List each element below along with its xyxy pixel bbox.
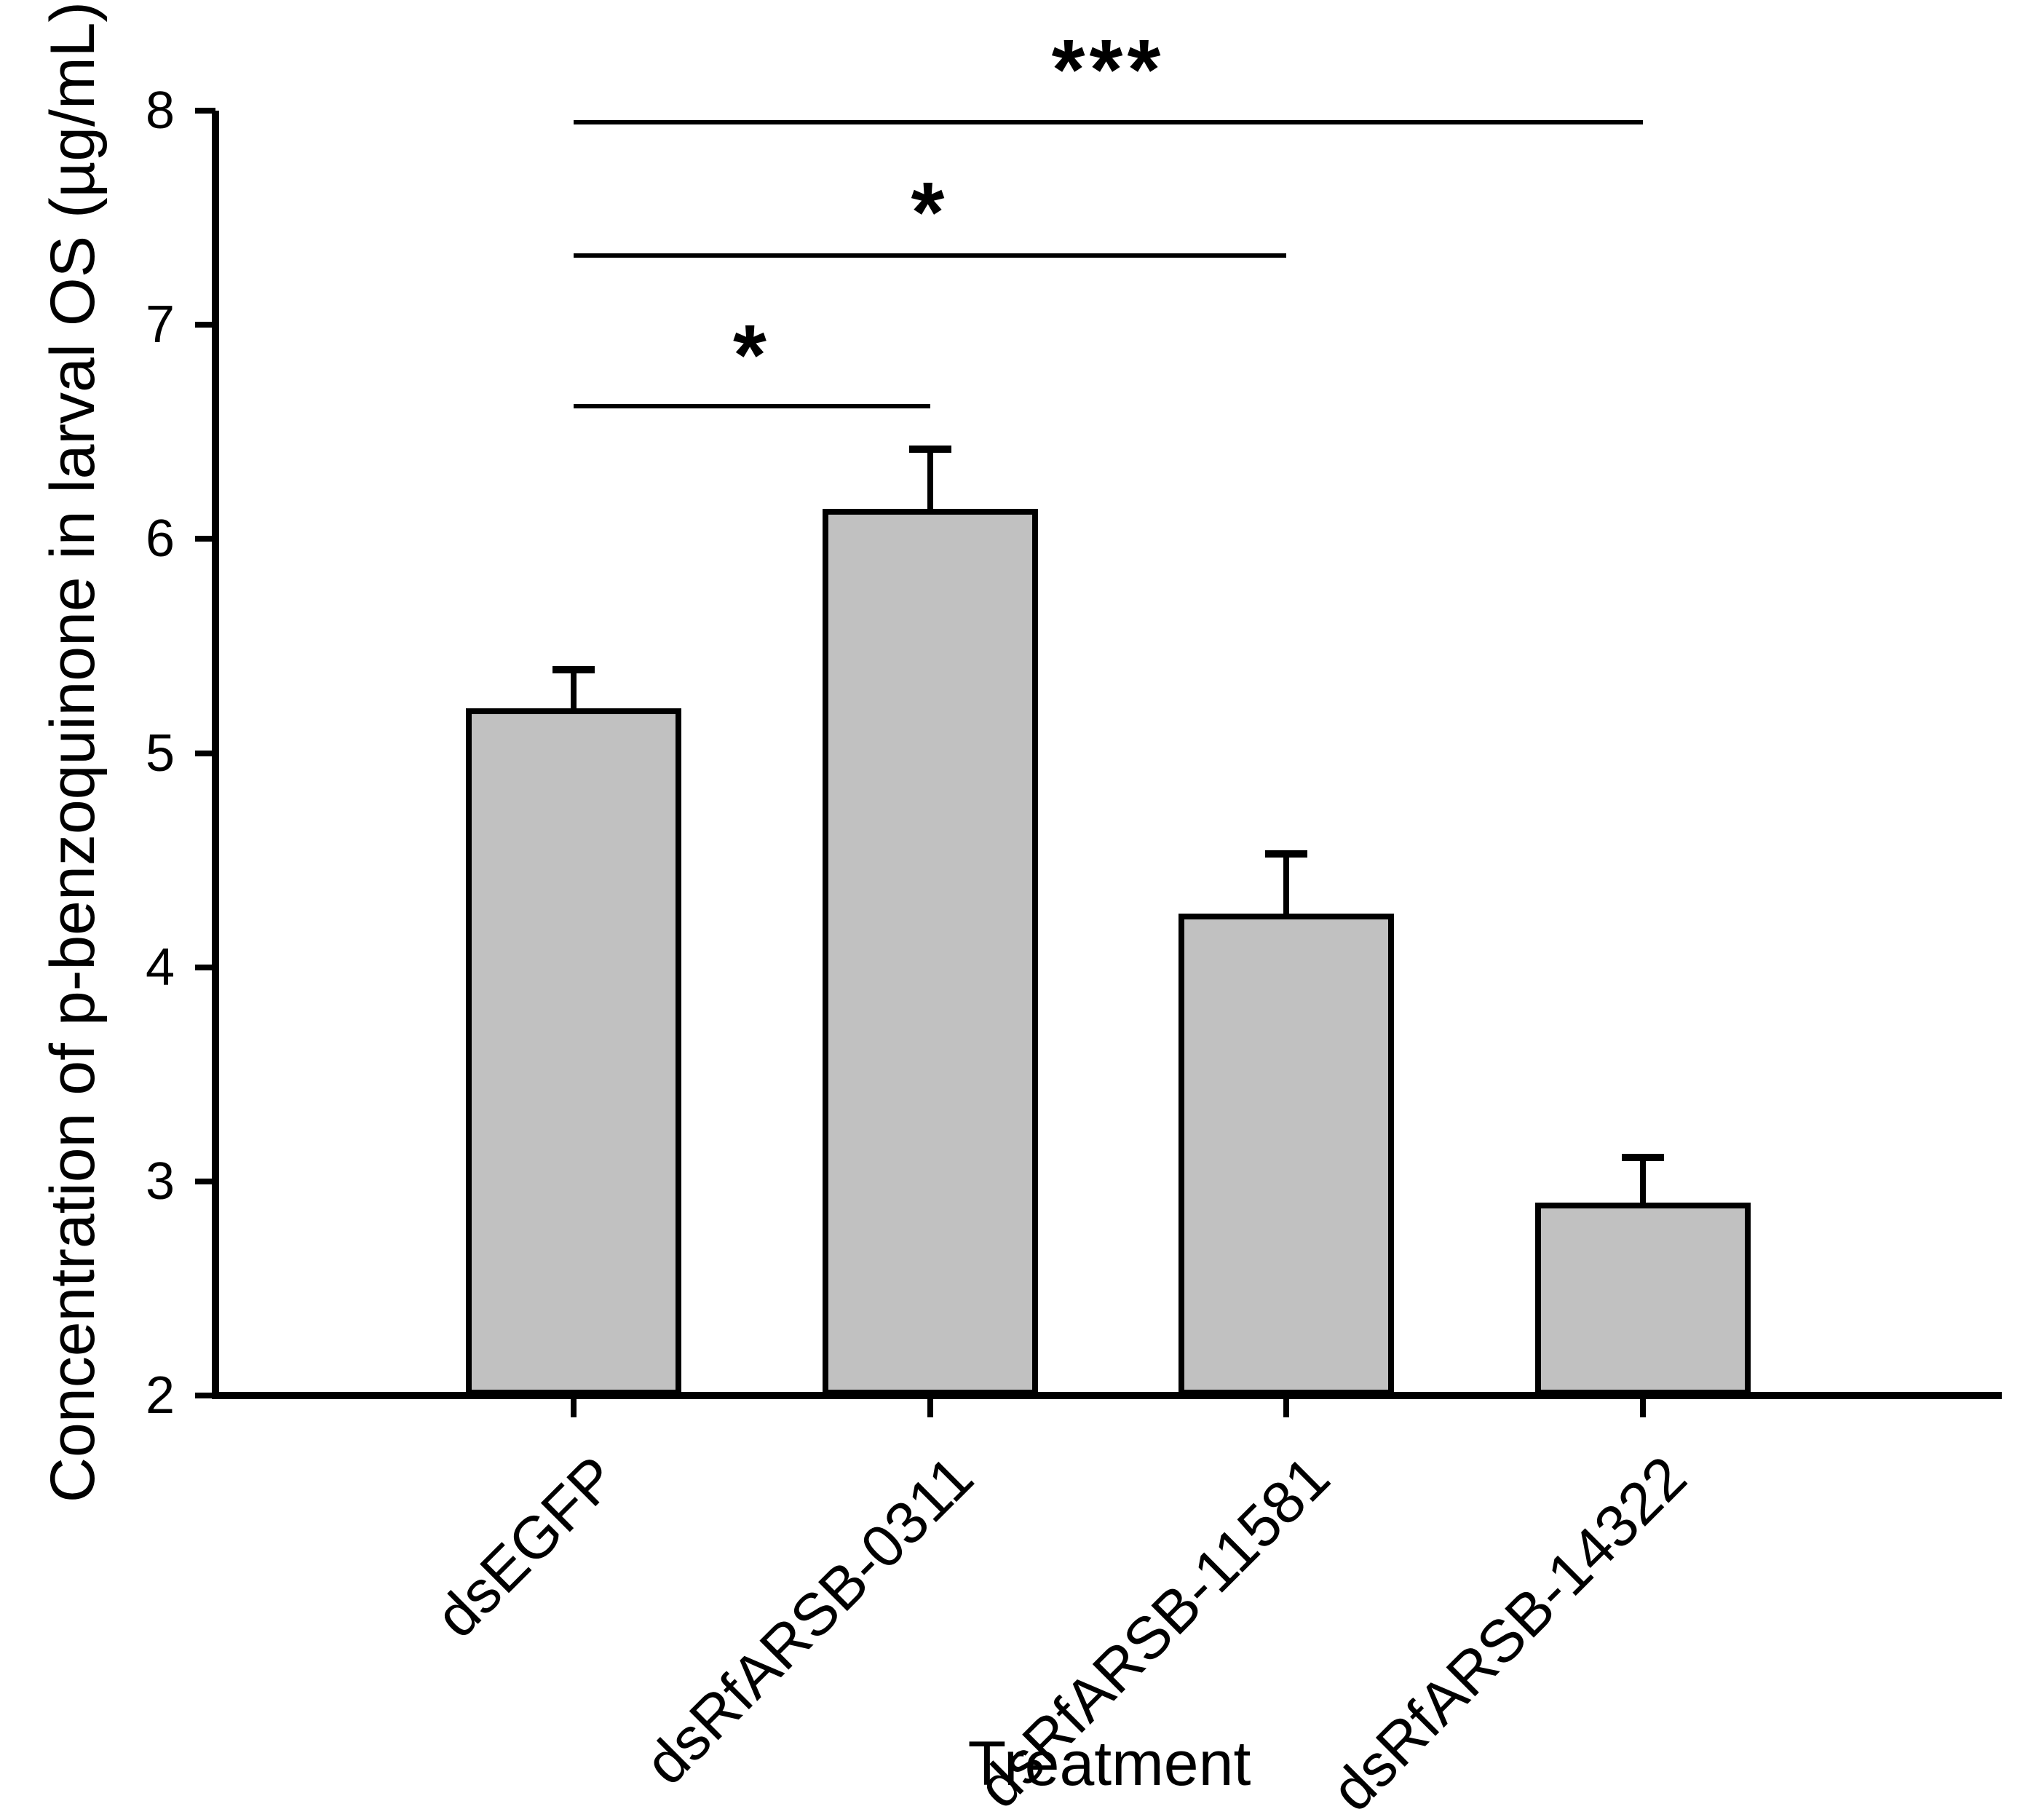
significance-stars: *** (1051, 22, 1165, 118)
error-bar-cap (552, 665, 595, 673)
error-bar-stem (1283, 853, 1289, 914)
error-bar-cap (909, 445, 951, 453)
bar (1535, 1203, 1751, 1396)
y-tick (195, 322, 215, 328)
x-tick (927, 1396, 933, 1417)
x-axis-title: Treatment (967, 1729, 1251, 1799)
x-tick-label: dsRfARSB-14322 (1318, 1444, 1699, 1817)
y-tick (195, 108, 215, 114)
error-bar-stem (1640, 1157, 1646, 1203)
significance-line (574, 120, 1643, 124)
x-tick (1283, 1396, 1289, 1417)
y-tick-label: 8 (145, 82, 175, 140)
bar (466, 708, 681, 1396)
y-tick-label: 4 (145, 938, 175, 997)
y-tick (195, 750, 215, 756)
x-tick (571, 1396, 577, 1417)
y-tick-label: 7 (145, 296, 175, 355)
error-bar-stem (571, 669, 577, 708)
error-bar-stem (927, 448, 933, 510)
y-tick-label: 5 (145, 724, 175, 783)
x-tick-label: dsRfARSB-0311 (633, 1444, 986, 1798)
y-tick (195, 1393, 215, 1398)
error-bar-cap (1622, 1154, 1664, 1162)
x-tick (1640, 1396, 1646, 1417)
y-tick-label: 3 (145, 1152, 175, 1211)
y-axis-line (212, 111, 219, 1399)
bar (823, 509, 1038, 1396)
y-tick (195, 1178, 215, 1184)
y-tick (195, 964, 215, 970)
significance-line (574, 404, 930, 408)
y-tick-label: 6 (145, 510, 175, 569)
significance-stars: * (733, 307, 771, 403)
bar (1179, 914, 1394, 1396)
x-tick-label: dsEGFP (423, 1444, 630, 1651)
significance-stars: * (911, 165, 949, 261)
significance-line (574, 253, 1286, 258)
y-tick (195, 536, 215, 542)
x-axis-line (212, 1392, 2002, 1399)
y-tick-label: 2 (145, 1366, 175, 1425)
error-bar-cap (1265, 850, 1307, 858)
